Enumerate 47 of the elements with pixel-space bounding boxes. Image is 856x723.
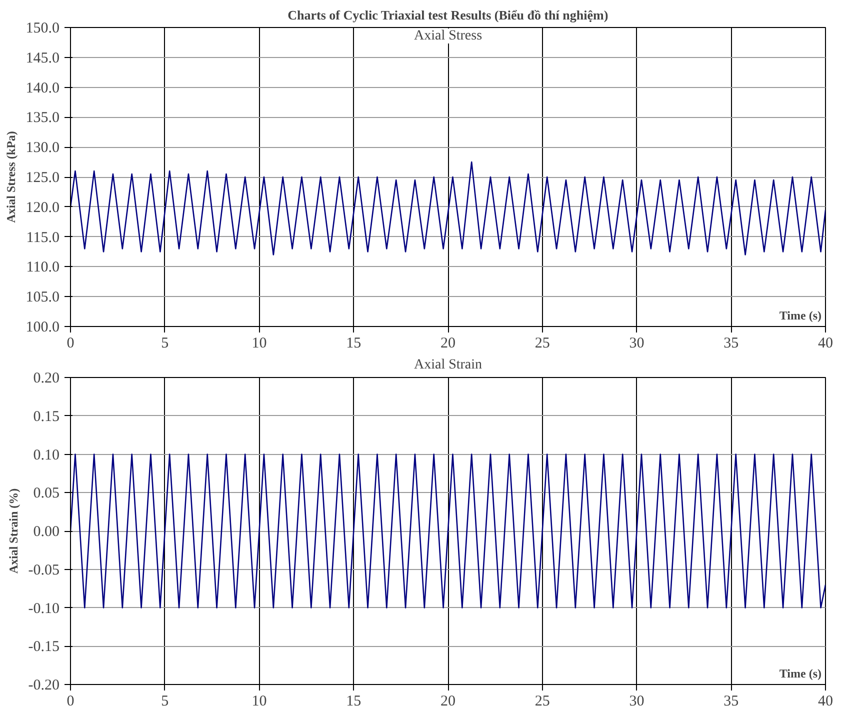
y-tick-label: 120.0 xyxy=(26,200,60,216)
y-tick-label: 115.0 xyxy=(26,230,60,246)
y-tick-label: 0.00 xyxy=(33,524,60,540)
x-tick-label: 0 xyxy=(66,336,74,352)
x-tick-label: 20 xyxy=(440,694,456,710)
y-tick-label: 145.0 xyxy=(26,50,60,66)
y-tick-label: 140.0 xyxy=(26,80,60,96)
y-tick-label: 0.15 xyxy=(33,408,60,425)
y-tick-label: 0.05 xyxy=(33,486,60,502)
x-tick-label: 5 xyxy=(161,694,169,710)
y-tick-label: 0.10 xyxy=(33,447,60,464)
y-tick-label: 105.0 xyxy=(26,290,60,306)
y-tick-label: 100.0 xyxy=(26,320,60,336)
y-tick-label: -0.15 xyxy=(28,639,60,656)
x-tick-label: 25 xyxy=(534,694,550,710)
line-series xyxy=(70,161,826,256)
x-tick-label: 0 xyxy=(66,694,74,710)
y-tick-label: 130.0 xyxy=(26,140,60,156)
chart-title: Axial Strain xyxy=(414,358,482,372)
x-tick-label: 35 xyxy=(724,694,739,710)
y-tick-label: -0.10 xyxy=(28,600,60,617)
y-tick-label: 0.20 xyxy=(33,370,60,386)
x-axis-title: Time (s) xyxy=(779,308,822,322)
x-tick-label: 40 xyxy=(818,336,833,352)
x-tick-label: 40 xyxy=(818,694,833,710)
x-tick-label: 30 xyxy=(629,336,644,352)
x-tick-label: 5 xyxy=(161,336,169,352)
x-tick-label: 25 xyxy=(534,336,550,352)
y-axis-title: Axial Strain (%) xyxy=(6,488,20,574)
x-tick-label: 35 xyxy=(724,336,739,352)
x-tick-label: 30 xyxy=(629,694,644,710)
chart-title: Charts of Cyclic Triaxial test Results (Biểu đồ thí nghiệm) xyxy=(288,8,608,22)
x-axis-title: Time (s) xyxy=(779,666,822,680)
y-tick-label: -0.20 xyxy=(28,678,60,694)
x-tick-label: 10 xyxy=(252,694,267,710)
x-tick-label: 15 xyxy=(346,694,362,710)
y-tick-label: 150.0 xyxy=(26,20,60,36)
line-series xyxy=(70,454,826,608)
y-axis-title: Axial Stress (kPa) xyxy=(4,131,18,223)
x-tick-label: 15 xyxy=(346,336,362,352)
chart-subtitle: Axial Stress xyxy=(414,28,482,44)
y-tick-label: 125.0 xyxy=(26,170,60,186)
x-tick-label: 10 xyxy=(252,336,267,352)
y-tick-label: -0.05 xyxy=(28,562,60,578)
y-tick-label: 110.0 xyxy=(26,260,60,276)
y-tick-label: 135.0 xyxy=(26,110,60,126)
x-tick-label: 20 xyxy=(440,336,456,352)
